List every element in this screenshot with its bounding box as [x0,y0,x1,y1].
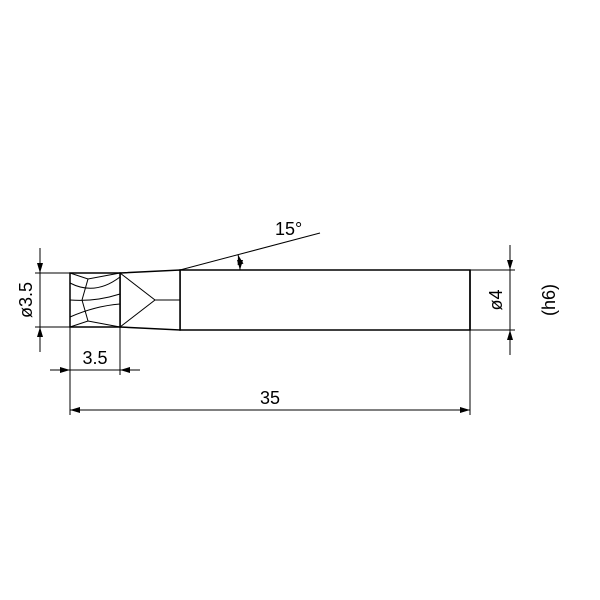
dim-overall-len: 35 [260,388,280,408]
dim-arrow [37,327,43,337]
dim-arrow [507,260,513,270]
technical-drawing: ø3.5 3.5 35 ø4 (h6) 15° [0,0,600,600]
dim-tolerance: (h6) [539,284,559,316]
dim-arrow [60,367,70,373]
dim-arrow [507,330,513,340]
dim-arrow [460,407,470,413]
dim-angle: 15° [275,219,302,239]
dim-arrow [120,367,130,373]
dim-shank-dia: ø4 [486,289,506,310]
dim-cut-len: 3.5 [82,348,107,368]
dim-cut-dia: ø3.5 [16,282,36,318]
shank-body [180,270,470,330]
dim-arrow [37,263,43,273]
dim-arrow [70,407,80,413]
